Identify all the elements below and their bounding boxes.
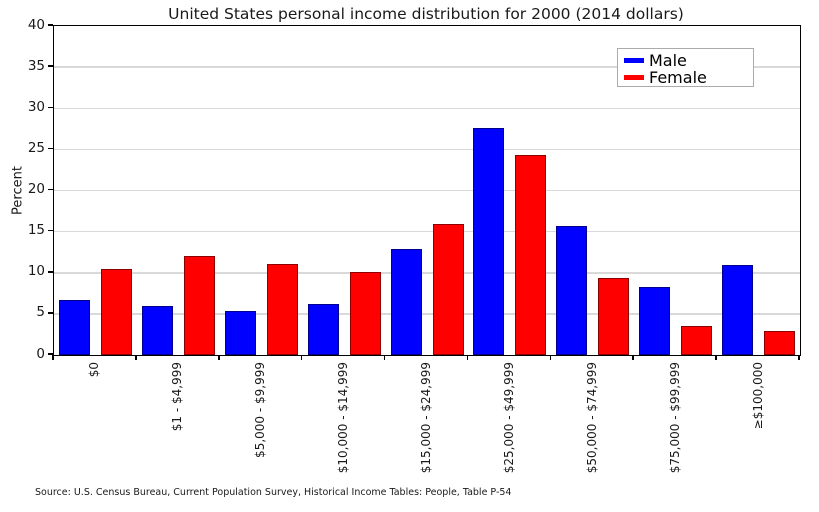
x-category-label-8: ≥$100,000: [750, 362, 765, 430]
source-note: Source: U.S. Census Bureau, Current Popu…: [35, 487, 512, 498]
legend-label: Female: [649, 68, 707, 87]
bar-female-4: [432, 224, 464, 355]
chart-title: United States personal income distributi…: [168, 5, 684, 23]
x-category-label-5: $25,000 - $49,999: [501, 362, 516, 474]
x-tick-mark: [52, 355, 54, 360]
x-category-label-6: $50,000 - $74,999: [584, 362, 599, 474]
y-tick-mark: [48, 353, 53, 355]
x-tick-mark: [135, 355, 137, 360]
x-tick-mark: [798, 355, 800, 360]
bar-female-7: [681, 326, 713, 355]
y-tick-label-15: 15: [27, 222, 45, 239]
x-tick-mark: [218, 355, 220, 360]
y-tick-label-10: 10: [27, 263, 45, 280]
legend-item-male: Male: [624, 52, 747, 69]
bar-male-0: [58, 299, 90, 355]
bar-female-5: [515, 155, 547, 355]
y-tick-mark: [48, 106, 53, 108]
bar-male-4: [390, 248, 422, 355]
bar-male-3: [307, 304, 339, 355]
x-category-label-4: $15,000 - $24,999: [419, 362, 433, 474]
gridline-20: [54, 189, 800, 192]
y-tick-mark: [48, 24, 53, 26]
bar-female-2: [266, 263, 298, 355]
legend-label: Male: [649, 51, 687, 70]
y-tick-label-25: 25: [27, 139, 45, 156]
gridline-25: [54, 148, 800, 151]
y-tick-mark: [48, 312, 53, 314]
legend: Male Female: [617, 48, 754, 87]
y-tick-mark: [48, 147, 53, 150]
y-tick-mark: [48, 229, 53, 232]
y-tick-label-5: 5: [36, 304, 45, 321]
y-tick-mark: [48, 188, 53, 191]
bar-male-1: [141, 306, 173, 355]
y-tick-label-30: 30: [27, 98, 45, 115]
bar-male-7: [639, 286, 671, 355]
x-tick-mark: [300, 355, 303, 360]
y-tick-label-35: 35: [27, 57, 45, 74]
x-tick-mark: [466, 355, 469, 360]
y-tick-mark: [48, 65, 53, 67]
bar-male-6: [556, 225, 588, 355]
bar-female-3: [349, 271, 381, 355]
legend-swatch-male: [624, 58, 644, 63]
y-tick-label-0: 0: [36, 345, 45, 362]
y-tick-mark: [48, 271, 53, 273]
bar-female-1: [183, 256, 215, 355]
gridline-35: [54, 66, 800, 68]
bar-female-8: [764, 331, 796, 355]
gridline-15: [54, 230, 800, 233]
x-category-label-3: $10,000 - $14,999: [336, 362, 351, 474]
bar-male-8: [722, 264, 754, 355]
x-tick-mark: [715, 355, 717, 360]
x-tick-mark: [549, 355, 552, 360]
legend-swatch-female: [624, 75, 644, 80]
x-category-label-1: $1 - $4,999: [170, 362, 185, 432]
gridline-5: [54, 313, 800, 315]
y-tick-label-20: 20: [27, 181, 45, 197]
x-tick-mark: [383, 355, 386, 360]
bar-male-2: [224, 311, 256, 355]
bar-male-5: [473, 128, 505, 355]
x-category-label-7: $75,000 - $99,999: [667, 362, 682, 474]
x-category-label-2: $5,000 - $9,999: [253, 362, 268, 458]
gridline-30: [54, 107, 800, 109]
legend-item-female: Female: [624, 69, 747, 86]
bar-female-0: [100, 269, 132, 355]
x-category-label-0: $0: [87, 362, 102, 378]
x-tick-mark: [632, 355, 634, 360]
gridline-10: [54, 272, 800, 274]
y-tick-label-40: 40: [27, 16, 45, 33]
bar-female-6: [598, 277, 630, 355]
